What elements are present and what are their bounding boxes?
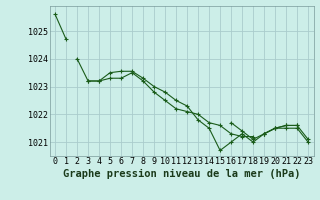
X-axis label: Graphe pression niveau de la mer (hPa): Graphe pression niveau de la mer (hPa) [63,169,300,179]
